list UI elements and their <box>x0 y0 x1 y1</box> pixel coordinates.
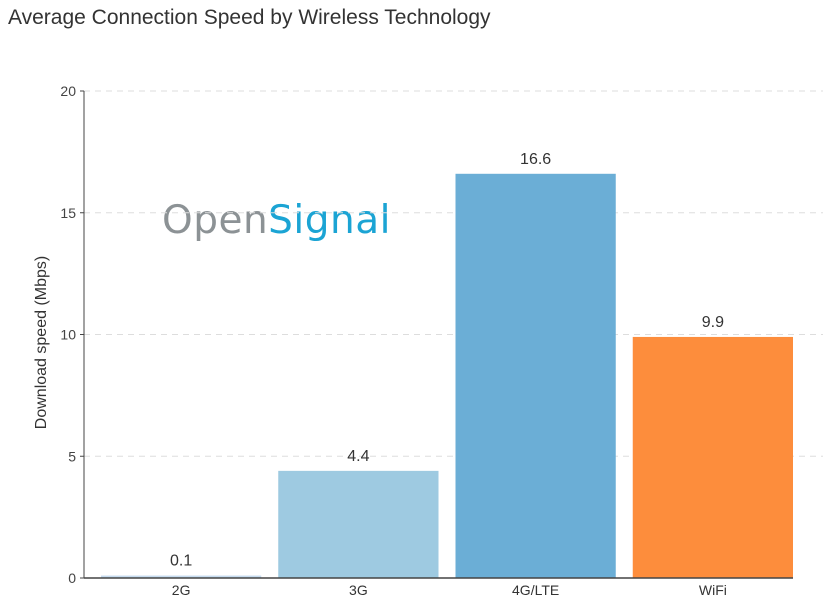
y-tick-label: 20 <box>60 83 76 99</box>
logo-open-text: Open <box>162 198 269 243</box>
x-tick-label: WiFi <box>699 582 727 598</box>
x-tick-label: 2G <box>172 582 191 598</box>
data-label: 0.1 <box>170 553 192 570</box>
y-tick-label: 5 <box>68 448 76 464</box>
x-tick-label: 3G <box>349 582 368 598</box>
data-label: 9.9 <box>702 314 724 331</box>
opensignal-logo: OpenSignal <box>162 198 391 243</box>
bar-wifi <box>632 336 793 578</box>
x-tick-label: 4G/LTE <box>512 582 559 598</box>
bar-4g-lte <box>455 173 616 579</box>
bar-2g <box>101 575 262 578</box>
y-axis-label: Download speed (Mbps) <box>33 256 50 429</box>
bars <box>101 173 793 579</box>
bar-3g <box>278 470 439 578</box>
chart-title: Average Connection Speed by Wireless Tec… <box>8 6 491 29</box>
data-label: 4.4 <box>347 448 369 465</box>
logo-signal-text: Signal <box>268 198 391 243</box>
y-tick-label: 10 <box>60 327 76 343</box>
gridlines <box>84 90 823 457</box>
labels: 0 5 10 15 20 0.1 2G 4.4 3G 16.6 4G/LTE 9.9 WiFi Downl… <box>33 83 727 598</box>
y-tick-label: 0 <box>68 570 76 586</box>
axes <box>80 90 793 579</box>
data-label: 16.6 <box>520 151 551 168</box>
y-tick-label: 15 <box>60 205 76 221</box>
